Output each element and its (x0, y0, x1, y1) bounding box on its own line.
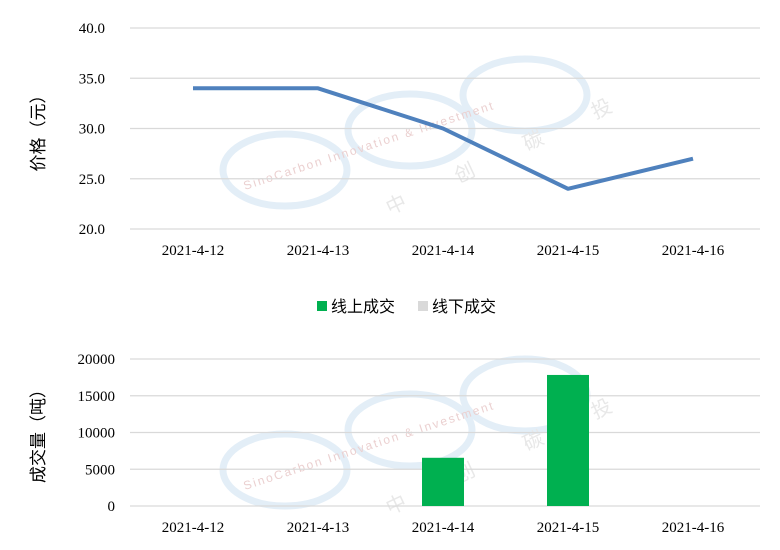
x-tick-label: 2021-4-15 (537, 243, 600, 259)
watermark-ring (344, 390, 476, 470)
watermark-ring (459, 55, 591, 135)
volume-bar-chart: 0 5000 10000 15000 20000 2021-4-12 2021-4-13 20… (78, 352, 760, 536)
volume-y-axis-label: 成交量（吨） (29, 381, 48, 483)
x-tick-label: 2021-4-13 (287, 520, 350, 536)
x-tick-label: 2021-4-12 (162, 520, 225, 536)
watermark-cn: 中 创 碳 投 (382, 84, 638, 220)
x-tick-label: 2021-4-16 (662, 243, 725, 259)
y-tick-label: 40.0 (79, 21, 105, 37)
bar-online (547, 374, 589, 506)
y-tick-label: 5000 (85, 462, 115, 478)
watermark-ring (344, 90, 476, 170)
x-tick-label: 2021-4-13 (287, 243, 350, 259)
legend-swatch-offline (418, 301, 428, 311)
legend-label-online: 线上成交 (331, 298, 395, 316)
y-tick-label: 20.0 (79, 222, 105, 238)
y-tick-label: 15000 (78, 389, 116, 405)
x-tick-label: 2021-4-15 (537, 520, 600, 536)
y-tick-label: 0 (108, 499, 116, 515)
bar-online (422, 457, 464, 506)
price-y-axis-label: 价格（元） (29, 87, 48, 172)
price-line-chart: 20.0 25.0 30.0 35.0 40.0 2021-4-12 2021-4-13 20… (79, 21, 760, 259)
legend: 线上成交 线下成交 (317, 298, 496, 316)
x-tick-label: 2021-4-14 (412, 243, 475, 259)
x-tick-label: 2021-4-16 (662, 520, 725, 536)
y-tick-label: 35.0 (79, 71, 105, 87)
y-tick-label: 10000 (78, 426, 116, 442)
x-tick-label: 2021-4-14 (412, 520, 475, 536)
watermark-ring (219, 130, 351, 210)
watermark-cn: 中 创 碳 投 (382, 384, 638, 520)
legend-label-offline: 线下成交 (432, 298, 496, 316)
y-tick-label: 25.0 (79, 172, 105, 188)
y-tick-label: 20000 (78, 352, 116, 368)
x-tick-label: 2021-4-12 (162, 243, 225, 259)
y-tick-label: 30.0 (79, 122, 105, 138)
legend-swatch-online (317, 301, 327, 311)
